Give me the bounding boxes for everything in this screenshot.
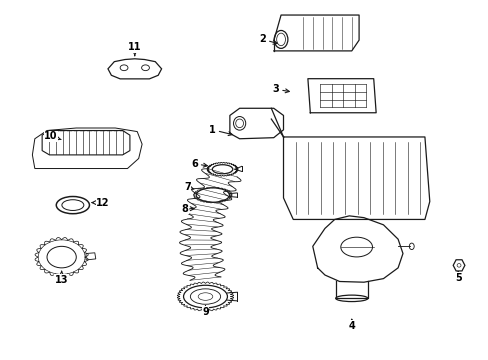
Text: 11: 11 — [128, 42, 141, 55]
Text: 8: 8 — [181, 204, 194, 214]
Text: 1: 1 — [209, 125, 232, 135]
Text: 12: 12 — [92, 198, 110, 208]
Text: 7: 7 — [183, 182, 194, 192]
Text: 13: 13 — [55, 271, 68, 285]
Text: 5: 5 — [455, 271, 462, 283]
Text: 3: 3 — [272, 84, 289, 94]
Text: 2: 2 — [259, 35, 277, 44]
Text: 9: 9 — [202, 306, 208, 317]
Text: 6: 6 — [191, 159, 207, 169]
Text: 4: 4 — [347, 319, 354, 331]
Text: 10: 10 — [44, 131, 61, 141]
